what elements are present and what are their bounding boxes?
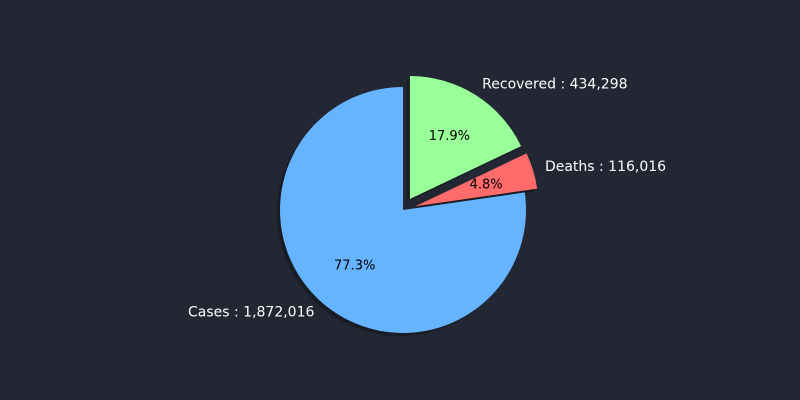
outer-label-layer: Recovered : 434,298 Deaths : 116,016 Cases…: [188, 77, 666, 321]
percent-label-deaths: 4.8%: [470, 177, 503, 192]
slice-deaths: [415, 153, 538, 207]
percent-label-cases: 77.3%: [334, 258, 375, 273]
percent-label-layer: 17.9% 4.8% 77.3%: [334, 129, 503, 273]
slice-cases: [280, 87, 526, 333]
slice-recovered: [409, 76, 521, 200]
percent-label-recovered: 17.9%: [429, 129, 470, 144]
outer-label-recovered: Recovered : 434,298: [482, 77, 627, 93]
outer-label-cases: Cases : 1,872,016: [188, 304, 315, 320]
slice-layer: [280, 76, 538, 333]
outer-label-deaths: Deaths : 116,016: [545, 159, 666, 175]
